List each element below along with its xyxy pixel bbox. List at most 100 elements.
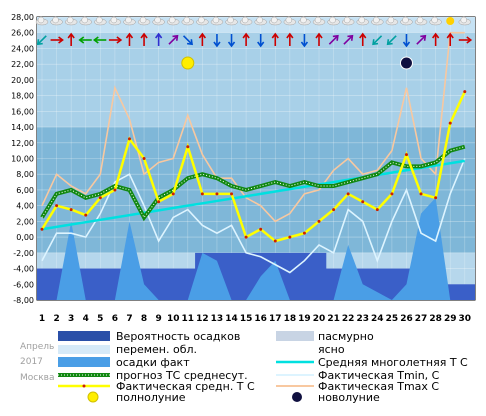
fact-avg-point: [361, 200, 365, 204]
x-tick-label: 30: [459, 314, 472, 324]
fact-avg-point: [419, 192, 423, 196]
wind-arrow-icon: [182, 35, 193, 46]
weather-icons-row: [35, 16, 472, 26]
cloud-icon-puff: [154, 16, 161, 24]
x-tick-label: 28: [429, 314, 442, 324]
fact-avg-point: [463, 90, 467, 94]
precip-fact-area: [37, 197, 475, 300]
y-tick-label: 16,00: [11, 107, 34, 116]
fact-avg-point: [40, 227, 44, 231]
fact-avg-point: [171, 192, 175, 196]
x-tick-label: 22: [342, 314, 355, 324]
wind-arrow-icon: [446, 32, 454, 46]
x-tick-label: 6: [112, 314, 118, 324]
y-tick-label: 22,00: [11, 60, 34, 69]
cloud-icon-puff: [329, 16, 336, 24]
cloud-icon-puff: [241, 16, 249, 24]
series-layer: [40, 31, 467, 274]
wind-arrow-icon: [402, 34, 411, 48]
fact-avg-point: [244, 235, 248, 239]
cloud-icon-puff: [212, 16, 220, 24]
x-tick-label: 4: [83, 314, 89, 324]
legend-new-moon-icon: [292, 392, 302, 402]
x-tick-label: 14: [225, 314, 238, 324]
legend-precip-fact: осадки факт: [116, 356, 190, 369]
y-tick-label: -2,00: [13, 249, 34, 258]
fact-avg-point: [317, 219, 321, 223]
wind-arrow-icon: [416, 34, 427, 45]
y-tick-label: -4,00: [13, 265, 34, 274]
forecast-line: [40, 144, 466, 222]
wind-arrow-icon: [140, 32, 148, 46]
fact-avg-point: [127, 137, 131, 141]
x-tick-label: 25: [386, 314, 399, 324]
y-tick-label: 4,00: [16, 202, 34, 211]
fact-avg-point: [186, 145, 190, 149]
y-tick-label: 26,00: [11, 29, 34, 38]
cloud-icon-puff: [198, 16, 205, 24]
wind-arrow-icon: [108, 36, 123, 44]
y-tick-label: 0,00: [16, 233, 34, 242]
full-moon-icon: [181, 56, 195, 70]
fact-avg-point: [157, 200, 161, 204]
legend-overcast: пасмурно: [318, 330, 374, 343]
legend-full-moon: полнолуние: [116, 391, 186, 404]
x-tick-label: 19: [298, 314, 311, 324]
wind-arrow-icon: [50, 36, 64, 44]
new-moon-icon: [399, 56, 413, 70]
legend-full-moon-icon: [87, 391, 99, 403]
fact-avg-point: [200, 192, 204, 196]
x-tick-label: 20: [313, 314, 326, 324]
wind-arrow-icon: [78, 36, 92, 44]
legend-swatch-overcast: [276, 331, 314, 341]
fact-avg-point: [302, 231, 306, 235]
y-tick-label: -8,00: [13, 296, 34, 305]
x-tick-label: 8: [141, 314, 147, 324]
x-tick-label: 9: [156, 314, 162, 324]
fact-avg-point: [288, 235, 292, 239]
fact-avg-point: [448, 121, 452, 125]
fact-avg-point: [375, 208, 379, 212]
wind-arrow-icon: [300, 34, 309, 48]
x-tick-label: 13: [211, 314, 224, 324]
cloud-icon-puff: [343, 16, 351, 24]
x-tick-label: 12: [196, 314, 209, 324]
x-tick-label: 18: [284, 314, 297, 324]
x-tick-label: 27: [415, 314, 428, 324]
cloud-icon-puff: [373, 16, 380, 24]
wind-arrow-icon: [125, 32, 134, 46]
cloud-icon-puff: [125, 16, 132, 24]
cloud-icon-puff: [314, 16, 322, 24]
fact-avg-point: [55, 204, 59, 208]
legend-swatch-precip-prob: [58, 331, 110, 341]
wind-arrow-icon: [242, 32, 250, 46]
wind-arrow-icon: [458, 36, 473, 44]
y-tick-label: 24,00: [11, 44, 34, 53]
y-tick-label: 10,00: [11, 155, 34, 164]
cloud-icon-puff: [271, 16, 278, 24]
fact-avg-point: [230, 192, 234, 196]
legend: Вероятность осадков перемен. обл. осадки…: [58, 330, 468, 404]
cloud-icon-puff: [300, 16, 307, 24]
legend-marker-fact-avg: [82, 384, 86, 388]
x-tick-label: 17: [269, 314, 282, 324]
legend-climate-avg: Средняя многолетняя Т С: [318, 356, 468, 369]
cloud-icon-puff: [227, 16, 234, 24]
x-tick-label: 15: [240, 314, 253, 324]
cloud-icon-puff: [66, 16, 74, 24]
wind-arrow-icon: [386, 35, 397, 46]
cloud-icon-puff: [256, 16, 263, 24]
wind-arrow-icon: [315, 32, 323, 46]
cloud-icon-puff: [416, 16, 424, 24]
wind-arrow-icon: [213, 34, 221, 48]
fact-avg-point: [273, 239, 277, 243]
wind-arrow-icon: [67, 32, 75, 46]
cloud-icon-puff: [52, 16, 59, 24]
y-tick-label: 12,00: [11, 139, 34, 148]
legend-new-moon: новолуние: [318, 391, 380, 404]
wind-arrow-icon: [343, 34, 354, 45]
climate-line: [41, 159, 465, 231]
cloud-icon-puff: [81, 16, 88, 24]
cloud-icon-puff: [110, 16, 118, 24]
